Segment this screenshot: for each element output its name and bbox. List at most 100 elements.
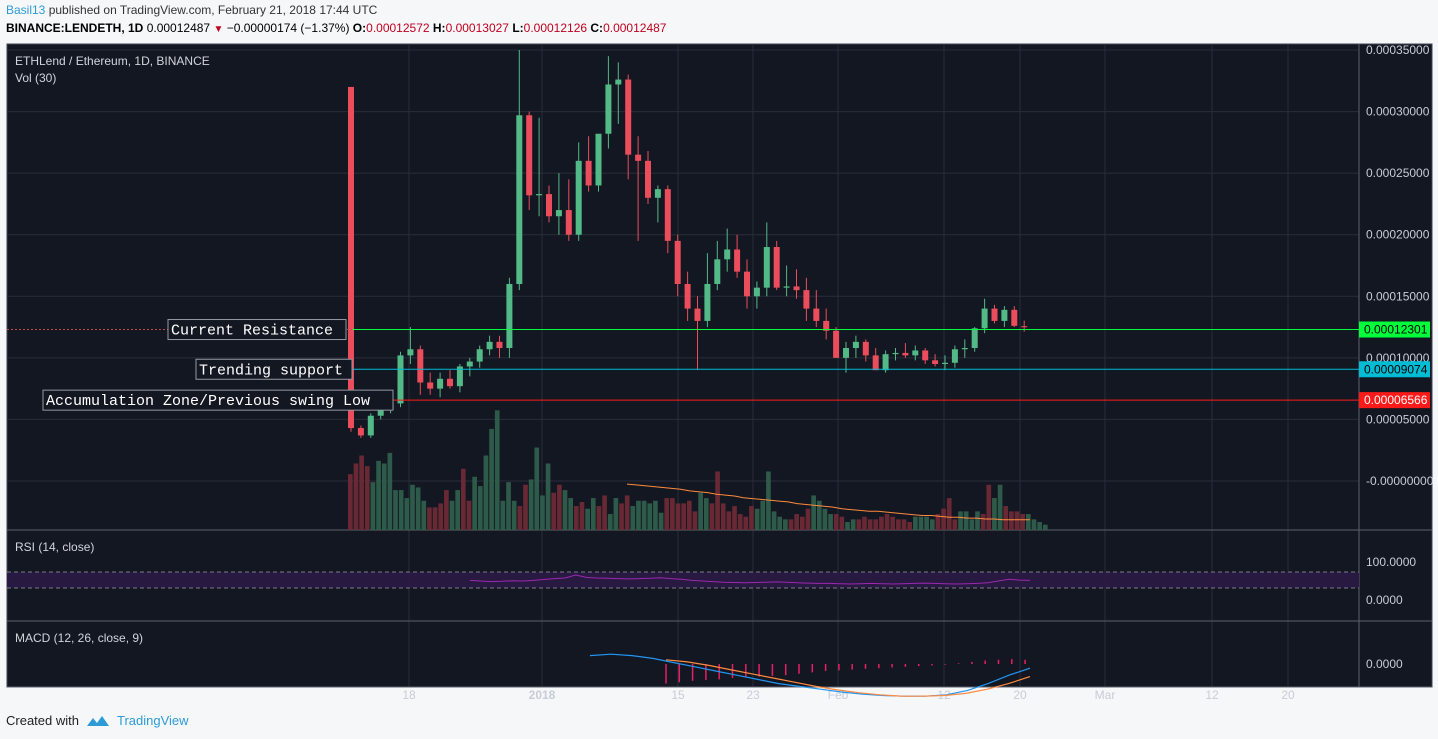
price-tag-label: 0.00012301 bbox=[1364, 323, 1428, 337]
volume-bar bbox=[506, 482, 511, 530]
candle-body bbox=[902, 352, 909, 356]
volume-bar bbox=[760, 500, 766, 530]
volume-bar bbox=[1031, 519, 1037, 530]
volume-bar bbox=[500, 500, 506, 530]
main-legend: ETHLend / Ethereum, 1D, BINANCE bbox=[15, 54, 210, 68]
y-tick-label: 0.00005000 bbox=[1366, 412, 1430, 426]
candle-body bbox=[882, 354, 889, 371]
y-tick-label: 0.00030000 bbox=[1366, 105, 1430, 119]
volume-bar bbox=[766, 471, 771, 530]
candle-body bbox=[565, 210, 572, 235]
volume-bar bbox=[816, 500, 822, 530]
candle-body bbox=[536, 194, 543, 196]
volume-bar bbox=[879, 516, 884, 530]
volume-bar bbox=[828, 514, 833, 530]
candle-body bbox=[912, 350, 919, 356]
x-tick-label: 12 bbox=[1205, 688, 1219, 702]
candle-body bbox=[476, 349, 483, 362]
x-tick-label: Feb bbox=[828, 688, 849, 702]
volume-bar bbox=[929, 519, 935, 530]
volume-bar bbox=[415, 487, 421, 530]
volume-bar bbox=[1009, 511, 1014, 530]
candle-body bbox=[704, 283, 711, 321]
candle-body bbox=[922, 350, 929, 361]
volume-legend: Vol (30) bbox=[15, 71, 56, 85]
low-label: L: bbox=[512, 21, 524, 35]
candle-body bbox=[763, 247, 770, 288]
volume-bar bbox=[619, 503, 624, 530]
volume-bar bbox=[709, 503, 715, 530]
volume-bar bbox=[449, 500, 455, 530]
volume-bar bbox=[737, 514, 743, 530]
volume-bar bbox=[980, 514, 986, 530]
volume-bar bbox=[590, 498, 596, 530]
last-price: 0.00012487 bbox=[146, 21, 211, 35]
volume-bar bbox=[664, 498, 670, 530]
candle-body bbox=[357, 428, 364, 436]
candle-body bbox=[625, 79, 632, 155]
tradingview-link[interactable]: TradingView bbox=[116, 713, 189, 728]
x-tick-label: 2018 bbox=[529, 688, 556, 702]
volume-bar bbox=[387, 452, 393, 530]
volume-bar bbox=[986, 484, 992, 530]
candle-body bbox=[843, 348, 849, 358]
volume-bar bbox=[822, 508, 828, 530]
volume-bar bbox=[958, 511, 963, 530]
candle-body bbox=[348, 86, 354, 429]
candle-body bbox=[803, 290, 810, 309]
candle-body bbox=[674, 240, 681, 284]
candle-body bbox=[664, 189, 671, 241]
candle-body bbox=[783, 286, 790, 288]
candle-body bbox=[456, 366, 463, 387]
candle-body bbox=[971, 328, 978, 349]
volume-bar bbox=[975, 511, 980, 530]
volume-bar bbox=[896, 519, 901, 530]
candle-body bbox=[981, 308, 988, 329]
volume-bar bbox=[839, 516, 845, 530]
symbol-label: BINANCE:LENDETH, 1D bbox=[6, 21, 144, 35]
volume-bar bbox=[528, 479, 534, 530]
volume-bar bbox=[534, 447, 540, 530]
annotation-box bbox=[195, 358, 353, 380]
price-change: −0.00000174 (−1.37%) bbox=[226, 21, 350, 35]
volume-bar bbox=[743, 516, 749, 530]
volume-bar bbox=[376, 460, 381, 530]
x-tick-label: 23 bbox=[746, 688, 760, 702]
rsi-legend: RSI (14, close) bbox=[15, 540, 94, 554]
candle-body bbox=[546, 194, 552, 217]
open-value: 0.00012572 bbox=[366, 21, 430, 35]
volume-bar bbox=[517, 506, 523, 530]
candle-body bbox=[1001, 309, 1008, 321]
volume-bar bbox=[997, 484, 1003, 530]
volume-bar bbox=[749, 506, 754, 530]
volume-bar bbox=[432, 507, 438, 530]
publish-text: published on TradingView.com, February 2… bbox=[48, 3, 378, 17]
author-link[interactable]: Basil13 bbox=[6, 3, 46, 17]
candle-body bbox=[585, 160, 592, 186]
candle-body bbox=[377, 409, 384, 416]
volume-bar bbox=[1026, 514, 1031, 530]
candle-body bbox=[1021, 326, 1028, 328]
down-arrow-icon: ▼ bbox=[213, 24, 224, 35]
x-tick-label: 15 bbox=[671, 688, 685, 702]
volume-bar bbox=[873, 519, 879, 530]
close-label: C: bbox=[590, 21, 604, 35]
volume-bar bbox=[726, 511, 732, 530]
tradingview-logo-icon bbox=[86, 715, 109, 726]
open-label: O: bbox=[352, 21, 367, 35]
candle-body bbox=[526, 115, 533, 196]
publish-info: Basil13 published on TradingView.com, Fe… bbox=[6, 3, 377, 17]
x-tick-label: 20 bbox=[1281, 688, 1295, 702]
volume-bar bbox=[833, 514, 839, 530]
volume-bar bbox=[811, 495, 816, 530]
footer: Created with TradingView bbox=[6, 713, 189, 728]
price-tag bbox=[1359, 321, 1430, 338]
volume-bar bbox=[381, 463, 387, 530]
annotation-box bbox=[42, 389, 394, 411]
macd-tick-label: 0.0000 bbox=[1366, 657, 1403, 671]
volume-bar bbox=[1014, 511, 1020, 530]
candle-body bbox=[942, 362, 948, 365]
volume-bar bbox=[777, 516, 783, 530]
volume-bar bbox=[890, 516, 896, 530]
